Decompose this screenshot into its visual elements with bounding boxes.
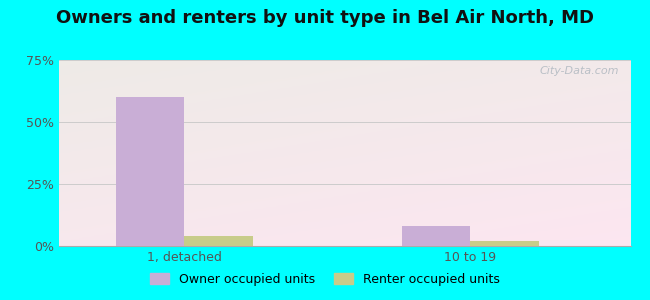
Bar — [402, 226, 471, 246]
Text: Owners and renters by unit type in Bel Air North, MD: Owners and renters by unit type in Bel A… — [56, 9, 594, 27]
Text: City-Data.com: City-Data.com — [540, 66, 619, 76]
Bar — [116, 97, 185, 246]
Bar — [185, 236, 253, 246]
Legend: Owner occupied units, Renter occupied units: Owner occupied units, Renter occupied un… — [146, 268, 504, 291]
Bar — [471, 241, 539, 246]
